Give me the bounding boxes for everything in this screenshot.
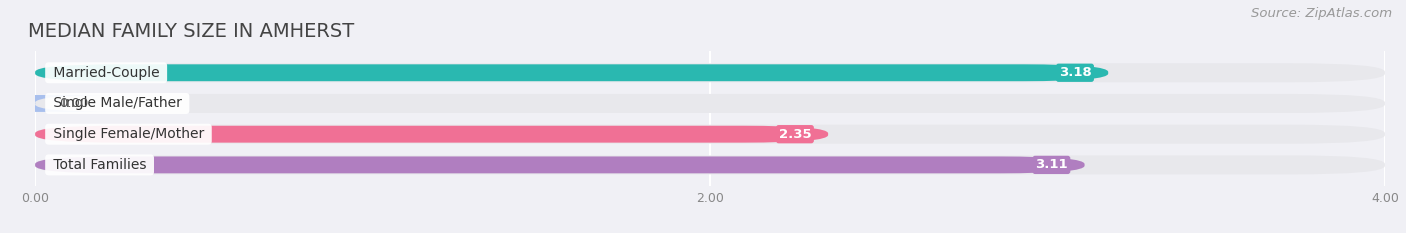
Text: Single Female/Mother: Single Female/Mother [49, 127, 208, 141]
Text: MEDIAN FAMILY SIZE IN AMHERST: MEDIAN FAMILY SIZE IN AMHERST [28, 22, 354, 41]
Text: Single Male/Father: Single Male/Father [49, 96, 186, 110]
Text: 2.35: 2.35 [779, 128, 811, 141]
FancyBboxPatch shape [35, 64, 1108, 81]
FancyBboxPatch shape [35, 63, 1385, 82]
Text: Total Families: Total Families [49, 158, 150, 172]
Text: Married-Couple: Married-Couple [49, 66, 163, 80]
FancyBboxPatch shape [35, 126, 828, 143]
Text: 3.11: 3.11 [1035, 158, 1067, 171]
Text: 3.18: 3.18 [1059, 66, 1091, 79]
Text: 0.00: 0.00 [59, 97, 89, 110]
FancyBboxPatch shape [35, 155, 1385, 175]
FancyBboxPatch shape [35, 125, 1385, 144]
FancyBboxPatch shape [35, 156, 1084, 173]
FancyBboxPatch shape [0, 95, 120, 112]
Text: Source: ZipAtlas.com: Source: ZipAtlas.com [1251, 7, 1392, 20]
FancyBboxPatch shape [35, 94, 1385, 113]
